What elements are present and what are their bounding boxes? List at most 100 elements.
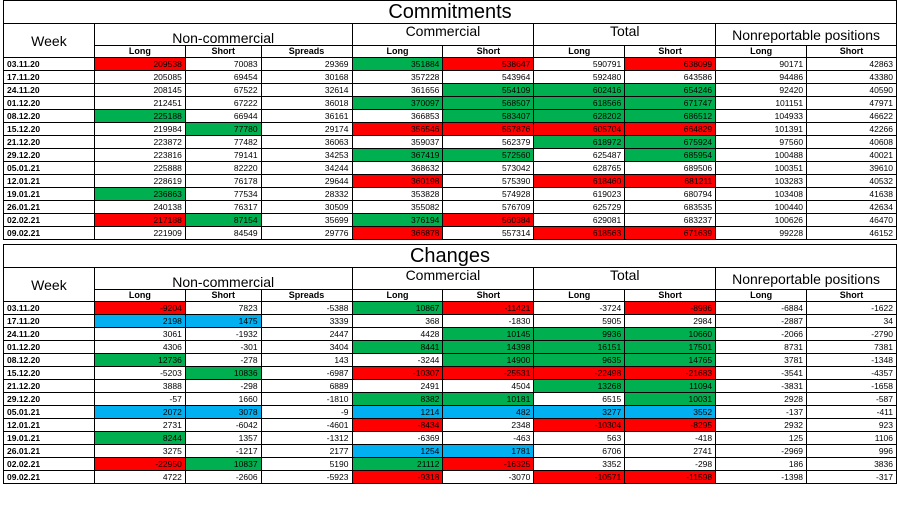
value-cell: -16325 [442, 457, 535, 471]
table-row: 08.12.20 12736 -278 143 -3244 14900 9635 14765 3… [3, 353, 897, 367]
value-cell: 30168 [260, 70, 353, 84]
week-cell: 15.12.20 [3, 366, 95, 380]
value-cell: 10836 [184, 366, 262, 380]
value-cell: 361656 [351, 83, 444, 97]
value-cell: 368632 [351, 161, 444, 175]
value-cell: 357228 [351, 70, 444, 84]
value-cell: 560384 [442, 213, 535, 227]
value-cell: 100440 [715, 200, 808, 214]
value-cell: 482 [442, 405, 535, 419]
table-row: 03.11.20 -9204 7823 -5388 10867 -11421 -3724 -8… [3, 301, 897, 315]
value-cell: -2969 [715, 444, 808, 458]
week-cell: 01.12.20 [3, 340, 95, 354]
value-cell: 5905 [533, 314, 626, 328]
value-cell: 87154 [184, 213, 262, 227]
value-cell: 664829 [624, 122, 717, 136]
week-cell: 29.12.20 [3, 148, 95, 162]
table-row: 26.01.21 240138 76317 30509 355082 576709 6257… [3, 200, 897, 214]
value-cell: 8441 [351, 340, 444, 354]
value-cell: 4722 [93, 470, 186, 484]
value-cell: 557314 [442, 226, 535, 240]
value-cell: 42266 [806, 122, 897, 136]
value-cell: 101391 [715, 122, 808, 136]
value-cell: 680794 [624, 187, 717, 201]
value-cell: -5203 [93, 366, 186, 380]
week-cell: 08.12.20 [3, 353, 95, 367]
week-cell: 26.01.21 [3, 200, 95, 214]
value-cell: 77534 [184, 187, 262, 201]
value-cell: 686512 [624, 109, 717, 123]
value-cell: -11421 [442, 301, 535, 315]
table-row: 17.11.20 205085 69454 30168 357228 543964 5924… [3, 70, 897, 84]
non-commercial-header: Non-commercial [93, 23, 353, 46]
value-cell: 66944 [184, 109, 262, 123]
value-cell: -587 [806, 392, 897, 406]
value-cell: 40590 [806, 83, 897, 97]
value-cell: 923 [806, 418, 897, 432]
column-header: Short [442, 45, 535, 58]
commitments-title: Commitments [3, 0, 897, 23]
value-cell: -5388 [260, 301, 353, 315]
week-cell: 17.11.20 [3, 314, 95, 328]
value-cell: 29174 [260, 122, 353, 136]
value-cell: 212451 [93, 96, 186, 110]
value-cell: 3352 [533, 457, 626, 471]
value-cell: 6706 [533, 444, 626, 458]
value-cell: 2491 [351, 379, 444, 393]
column-header: Long [715, 45, 808, 58]
value-cell: -9 [260, 405, 353, 419]
value-cell: 97560 [715, 135, 808, 149]
value-cell: 36018 [260, 96, 353, 110]
value-cell: -3070 [442, 470, 535, 484]
week-cell: 12.01.21 [3, 174, 95, 188]
value-cell: -1312 [260, 431, 353, 445]
value-cell: -57 [93, 392, 186, 406]
table-row: 02.02.21 -22950 10837 5190 21112 -16325 3352 -2… [3, 457, 897, 471]
value-cell: 6515 [533, 392, 626, 406]
value-cell: -278 [184, 353, 262, 367]
value-cell: 2741 [624, 444, 717, 458]
value-cell: 77780 [184, 122, 262, 136]
value-cell: 366878 [351, 226, 444, 240]
value-cell: -3244 [351, 353, 444, 367]
value-cell: 355082 [351, 200, 444, 214]
value-cell: 3888 [93, 379, 186, 393]
value-cell: 40608 [806, 135, 897, 149]
value-cell: 625487 [533, 148, 626, 162]
value-cell: 618566 [533, 96, 626, 110]
value-cell: 618563 [533, 226, 626, 240]
column-header: Long [351, 45, 444, 58]
week-cell: 08.12.20 [3, 109, 95, 123]
value-cell: 35699 [260, 213, 353, 227]
value-cell: 671747 [624, 96, 717, 110]
value-cell: 572560 [442, 148, 535, 162]
value-cell: 602416 [533, 83, 626, 97]
value-cell: 225888 [93, 161, 186, 175]
value-cell: 689506 [624, 161, 717, 175]
value-cell: 12736 [93, 353, 186, 367]
week-cell: 21.12.20 [3, 135, 95, 149]
value-cell: 10181 [442, 392, 535, 406]
value-cell: 236863 [93, 187, 186, 201]
table-row: 03.11.20 209538 70083 29369 351884 538647 5907… [3, 57, 897, 71]
value-cell: 21112 [351, 457, 444, 471]
value-cell: -2790 [806, 327, 897, 341]
value-cell: -411 [806, 405, 897, 419]
value-cell: 94486 [715, 70, 808, 84]
value-cell: -1622 [806, 301, 897, 315]
value-cell: -1658 [806, 379, 897, 393]
value-cell: 4428 [351, 327, 444, 341]
value-cell: -6987 [260, 366, 353, 380]
week-cell: 24.11.20 [3, 83, 95, 97]
value-cell: 563 [533, 431, 626, 445]
value-cell: 9936 [533, 327, 626, 341]
value-cell: 1781 [442, 444, 535, 458]
value-cell: 67222 [184, 96, 262, 110]
value-cell: 2984 [624, 314, 717, 328]
value-cell: 575390 [442, 174, 535, 188]
week-cell: 12.01.21 [3, 418, 95, 432]
week-cell: 05.01.21 [3, 161, 95, 175]
value-cell: 629081 [533, 213, 626, 227]
value-cell: 625729 [533, 200, 626, 214]
value-cell: 2198 [93, 314, 186, 328]
